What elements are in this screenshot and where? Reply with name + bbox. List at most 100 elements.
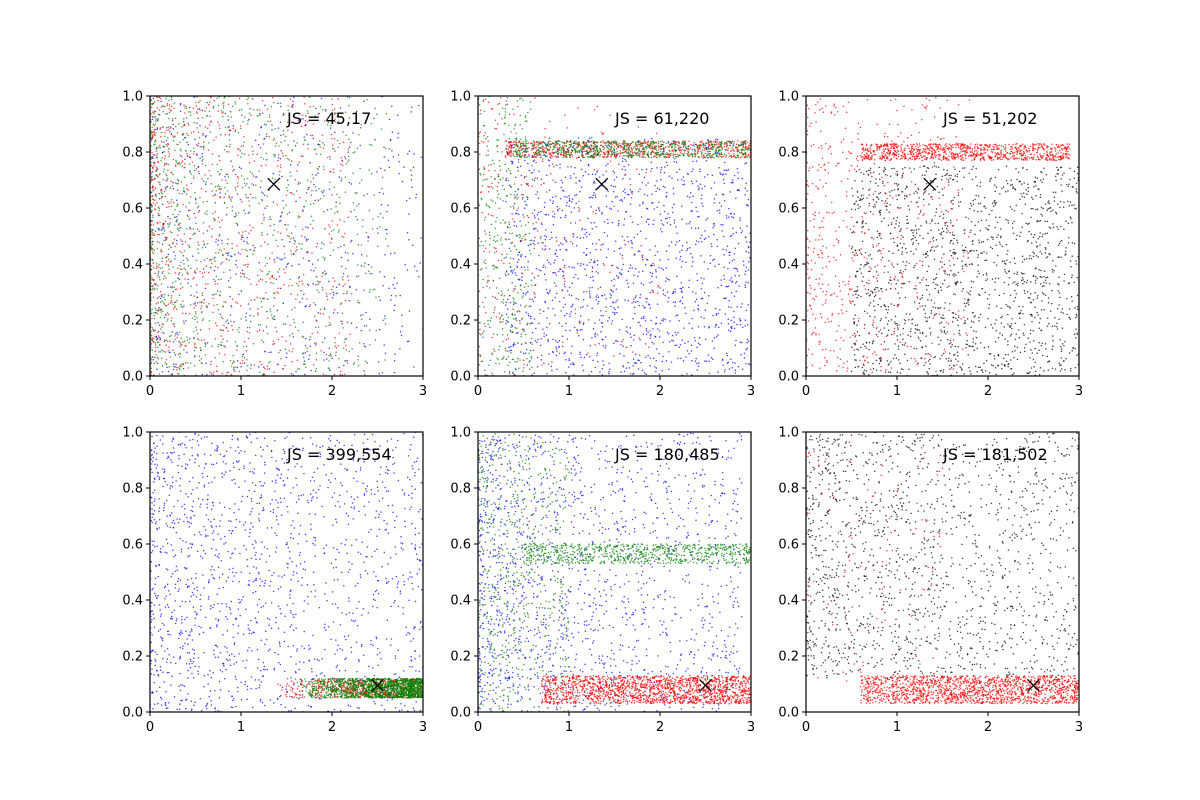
data-point	[213, 220, 216, 222]
data-point	[273, 137, 276, 140]
data-point	[264, 367, 266, 370]
data-point	[165, 277, 167, 279]
data-point	[514, 196, 517, 198]
data-point	[649, 146, 651, 149]
data-point	[543, 273, 546, 275]
data-point	[564, 196, 566, 198]
data-point	[304, 236, 306, 238]
data-point	[724, 149, 727, 151]
data-point	[690, 252, 692, 255]
data-point	[548, 164, 551, 167]
data-point	[331, 357, 333, 359]
data-point	[201, 155, 204, 158]
data-point	[619, 144, 621, 147]
data-point	[291, 350, 293, 353]
data-point	[202, 158, 204, 161]
data-point	[590, 205, 592, 208]
data-point	[331, 288, 333, 291]
data-point	[196, 316, 198, 319]
data-point	[541, 364, 543, 366]
data-point	[740, 354, 742, 356]
data-point	[250, 299, 252, 301]
data-point	[260, 301, 263, 303]
data-point	[202, 134, 204, 136]
data-point	[263, 194, 266, 196]
data-point	[739, 323, 742, 326]
data-point	[696, 210, 698, 213]
data-point	[245, 196, 248, 199]
data-point	[512, 218, 514, 220]
data-point	[698, 187, 700, 189]
data-point	[263, 366, 265, 368]
data-point	[345, 134, 347, 137]
data-point	[524, 352, 527, 355]
data-point	[684, 342, 686, 345]
data-point	[305, 305, 307, 307]
data-point	[289, 335, 291, 337]
data-point	[166, 104, 169, 107]
data-point	[320, 190, 323, 193]
data-point	[306, 110, 309, 112]
data-point	[163, 168, 165, 171]
data-point	[338, 142, 341, 145]
data-point	[382, 284, 384, 287]
data-point	[374, 339, 377, 341]
data-point	[294, 240, 297, 243]
data-point	[484, 325, 486, 327]
data-point	[201, 163, 203, 165]
data-point	[171, 185, 174, 187]
data-point	[201, 272, 204, 275]
data-point	[513, 220, 516, 223]
data-point	[196, 291, 198, 294]
data-point	[193, 307, 195, 309]
data-point	[641, 254, 644, 257]
data-point	[596, 354, 598, 357]
data-point	[389, 138, 392, 141]
data-point	[603, 231, 606, 234]
data-point	[325, 353, 328, 356]
data-point	[623, 196, 626, 199]
data-point	[190, 294, 192, 297]
data-point	[571, 282, 573, 284]
data-point	[728, 155, 731, 157]
data-point	[357, 299, 359, 302]
data-point	[234, 215, 237, 218]
data-point	[688, 279, 691, 282]
data-point	[157, 308, 160, 311]
data-point	[168, 111, 171, 114]
data-point	[529, 298, 531, 300]
data-point	[174, 245, 176, 248]
data-point	[525, 348, 528, 351]
data-point	[195, 329, 198, 331]
data-point	[275, 142, 278, 145]
data-point	[379, 299, 381, 302]
data-point	[150, 172, 153, 174]
data-point	[289, 343, 292, 345]
data-point	[511, 241, 514, 244]
data-point	[170, 133, 173, 136]
data-point	[204, 183, 207, 185]
data-point	[157, 146, 160, 148]
data-point	[203, 298, 205, 301]
data-point	[156, 288, 158, 290]
data-point	[634, 268, 637, 270]
data-point	[226, 371, 228, 374]
data-point	[718, 326, 720, 329]
data-point	[303, 96, 305, 98]
data-point	[157, 346, 159, 349]
data-point	[152, 224, 155, 226]
data-point	[363, 194, 365, 197]
data-point	[657, 284, 660, 287]
data-point	[578, 200, 580, 203]
data-point	[231, 105, 234, 108]
data-point	[246, 183, 248, 185]
data-point	[498, 102, 501, 105]
data-point	[645, 168, 648, 171]
data-point	[161, 157, 163, 159]
data-point	[600, 309, 602, 312]
data-point	[394, 353, 396, 355]
data-point	[245, 349, 248, 352]
data-point	[614, 196, 617, 198]
data-point	[164, 298, 166, 301]
data-point	[180, 161, 183, 164]
